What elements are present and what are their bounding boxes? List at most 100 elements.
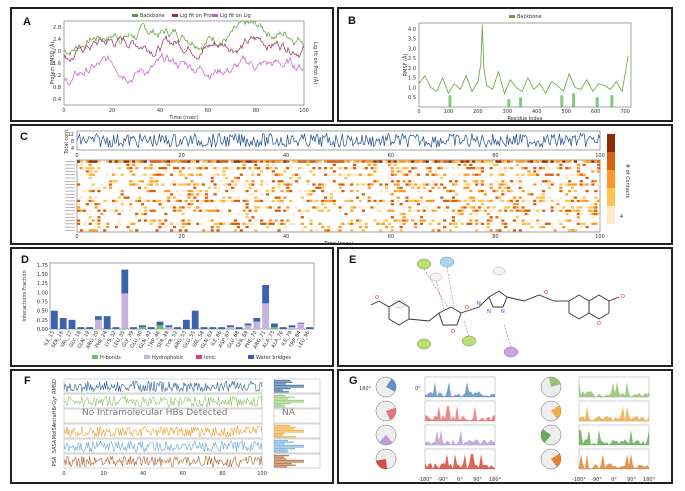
- heatmap-cell: [97, 225, 101, 229]
- contact-bar: [519, 97, 523, 107]
- heatmap-cell: [472, 167, 476, 170]
- heatmap-cell: [254, 199, 258, 203]
- heatmap-cell: [146, 183, 150, 186]
- heatmap-cell: [518, 167, 522, 170]
- heatmap-cell: [509, 189, 514, 193]
- top-x-tick-label: 20: [178, 153, 184, 159]
- bar-water-bridges: [288, 325, 296, 328]
- heatmap-cell: [149, 219, 153, 222]
- heatmap-cell: [486, 219, 490, 222]
- heatmap-cell: [358, 225, 363, 229]
- heatmap-cell: [504, 170, 508, 173]
- heatmap-cell: [323, 173, 328, 176]
- heatmap-cell: [504, 183, 508, 186]
- heatmap-cell: [536, 209, 540, 212]
- heatmap-cell: [326, 209, 331, 212]
- heatmap-cell: [446, 199, 450, 203]
- panel-f-label: F: [24, 375, 31, 387]
- heatmap-cell: [175, 189, 179, 193]
- heatmap-cell: [213, 160, 217, 163]
- heatmap-cell: [443, 173, 447, 176]
- bar-water-bridges: [121, 269, 129, 294]
- heatmap-cell: [265, 225, 270, 229]
- heatmap-cell: [254, 160, 258, 163]
- heatmap-cell: [321, 199, 325, 203]
- heatmap-cell: [469, 160, 473, 163]
- heatmap-cell: [248, 193, 252, 196]
- heatmap-cell: [329, 167, 333, 170]
- heatmap-cell: [257, 173, 261, 176]
- heatmap-cell: [457, 163, 461, 167]
- heatmap-cell: [248, 186, 252, 189]
- colorbar-segment: [607, 206, 615, 224]
- svg-text:N: N: [477, 301, 481, 307]
- legend-label: Hydrophobic: [152, 355, 184, 361]
- heatmap-cell: [402, 212, 406, 216]
- heatmap-cell: [181, 225, 185, 229]
- x-tick-label: 500: [561, 109, 571, 115]
- property-hist-bar: [274, 458, 287, 460]
- heatmap-cell: [323, 183, 328, 186]
- heatmap-cell: [408, 170, 412, 173]
- heatmap-cell: [463, 206, 467, 209]
- heatmap-cell: [236, 167, 241, 170]
- heatmap-cell: [387, 176, 392, 180]
- heatmap-cell: [451, 183, 456, 186]
- heatmap-cell: [225, 160, 229, 163]
- heatmap-cell: [344, 160, 348, 163]
- heatmap-cell: [300, 216, 304, 219]
- heatmap-cell: [460, 212, 464, 216]
- heatmap-cell: [79, 173, 84, 176]
- heatmap-cell: [321, 203, 325, 206]
- heatmap-cell: [466, 167, 470, 170]
- heatmap-cell: [318, 183, 322, 186]
- heatmap-cell: [541, 189, 546, 193]
- heatmap-cell: [248, 219, 252, 222]
- heatmap-cell: [591, 160, 595, 163]
- heatmap-cell: [216, 167, 220, 170]
- heatmap-cell: [193, 186, 197, 189]
- heatmap-cell: [405, 196, 409, 199]
- heatmap-cell: [411, 199, 415, 203]
- row-label: MolSA: [52, 423, 58, 439]
- heatmap-cell: [565, 176, 569, 180]
- heatmap-cell: [283, 209, 287, 212]
- y-tick-label: 2.4: [53, 37, 61, 43]
- property-hist-bar: [274, 426, 296, 428]
- heatmap-cell: [318, 186, 322, 189]
- heatmap-cell: [149, 189, 153, 193]
- heatmap-cell: [472, 209, 476, 212]
- heatmap-cell: [297, 160, 302, 163]
- heatmap-cell: [469, 222, 473, 225]
- heatmap-cell: [477, 189, 482, 193]
- heatmap-cell: [353, 167, 357, 170]
- heatmap-cell: [178, 173, 182, 176]
- x-tick-label: 20: [109, 108, 115, 114]
- heatmap-cell: [204, 229, 209, 232]
- property-hist-bar: [274, 386, 304, 388]
- contact-bar: [595, 97, 599, 107]
- heatmap-cell: [222, 183, 226, 186]
- heatmap-cell: [390, 225, 395, 229]
- heatmap-cell: [193, 196, 197, 199]
- heatmap-cell: [451, 209, 456, 212]
- heatmap-cell: [100, 183, 104, 186]
- svg-text:O: O: [451, 329, 455, 335]
- heatmap-cell: [512, 183, 517, 186]
- heatmap-cell: [135, 183, 139, 186]
- heatmap-cell: [570, 183, 575, 186]
- torsion-dial-wedge: [551, 453, 561, 468]
- x-tick-label: 60: [388, 234, 394, 240]
- heatmap-cell: [120, 173, 124, 176]
- heatmap-cell: [550, 173, 554, 176]
- heatmap-cell: [390, 216, 395, 219]
- heatmap-cell: [97, 209, 101, 212]
- svg-text:O: O: [375, 295, 379, 301]
- heatmap-cell: [515, 163, 519, 167]
- heatmap-cell: [140, 203, 145, 206]
- total-contacts-line: [76, 132, 601, 149]
- heatmap-cell: [97, 203, 101, 206]
- heatmap-cell: [373, 219, 377, 222]
- y-tick-label: 2.8: [53, 25, 61, 31]
- heatmap-cell: [210, 225, 214, 229]
